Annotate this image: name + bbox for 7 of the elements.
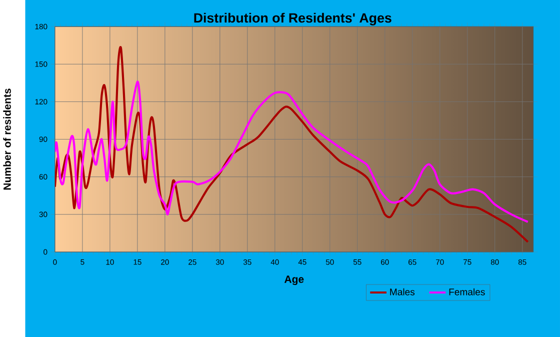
legend-label: Females	[449, 288, 485, 296]
y-axis-title: Number of residents	[3, 88, 11, 190]
line-series	[54, 46, 529, 243]
chart-title: Distribution of Residents' Ages	[194, 12, 392, 26]
line-series	[54, 80, 529, 223]
legend-label: Males	[390, 288, 415, 296]
x-axis-title: Age	[284, 276, 304, 286]
